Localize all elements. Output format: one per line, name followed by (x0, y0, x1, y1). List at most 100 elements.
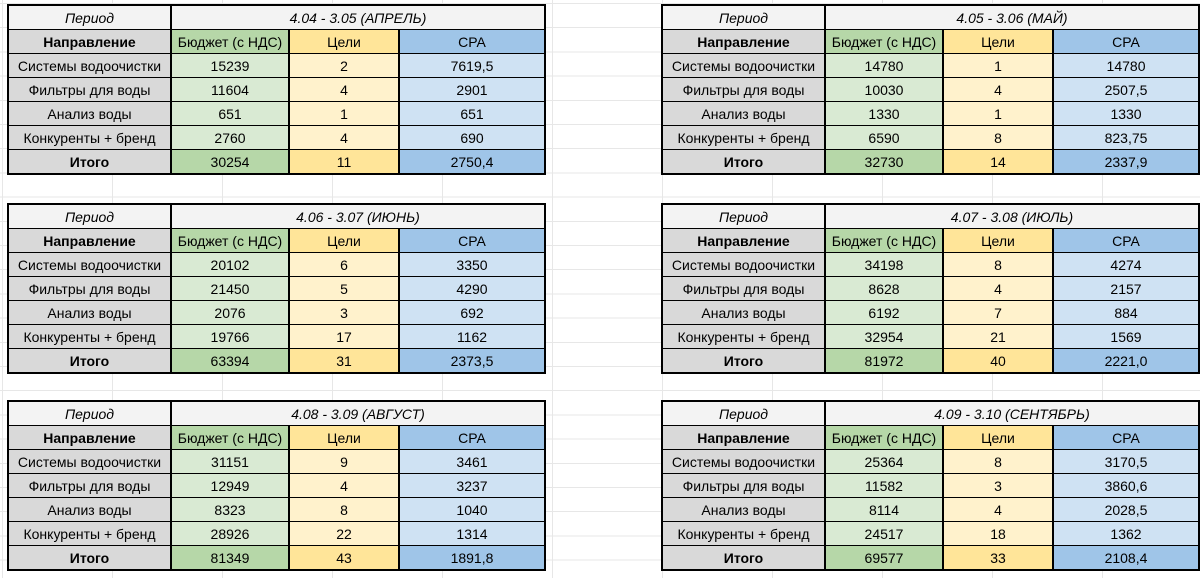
goals-cell[interactable]: 8 (942, 449, 1054, 474)
row-label-cell[interactable]: Системы водоочистки (661, 53, 826, 78)
cpa-header-cell[interactable]: CPA (1051, 29, 1200, 54)
budget-cell[interactable]: 2076 (170, 300, 290, 325)
budget-header-cell[interactable]: Бюджет (с НДС) (170, 228, 290, 253)
goals-cell[interactable]: 21 (942, 324, 1054, 349)
row-label-cell[interactable]: Фильтры для воды (7, 77, 172, 102)
budget-cell[interactable]: 6590 (824, 125, 944, 150)
total-label-cell[interactable]: Итого (661, 545, 826, 571)
total-label-cell[interactable]: Итого (7, 149, 172, 175)
cpa-cell[interactable]: 14780 (1051, 53, 1200, 78)
budget-header-cell[interactable]: Бюджет (с НДС) (170, 425, 290, 450)
goals-cell[interactable]: 6 (288, 252, 400, 277)
budget-cell[interactable]: 20102 (170, 252, 290, 277)
period-value-cell[interactable]: 4.06 - 3.07 (ИЮНЬ) (170, 203, 546, 229)
row-label-cell[interactable]: Фильтры для воды (661, 77, 826, 102)
direction-header-cell[interactable]: Направление (7, 425, 172, 450)
cpa-cell[interactable]: 4290 (398, 276, 546, 301)
total-cpa-cell[interactable]: 2337,9 (1051, 149, 1200, 175)
period-label-cell[interactable]: Период (7, 4, 172, 30)
budget-cell[interactable]: 11582 (824, 473, 944, 498)
budget-cell[interactable]: 8114 (824, 497, 944, 522)
goals-cell[interactable]: 7 (942, 300, 1054, 325)
period-value-cell[interactable]: 4.05 - 3.06 (МАЙ) (823, 4, 1200, 30)
budget-cell[interactable]: 11604 (170, 77, 290, 102)
total-budget-cell[interactable]: 30254 (170, 149, 290, 175)
cpa-cell[interactable]: 7619,5 (397, 53, 547, 78)
cpa-cell[interactable]: 1314 (398, 521, 546, 546)
cpa-header-cell[interactable]: CPA (1051, 228, 1200, 253)
total-goals-cell[interactable]: 43 (288, 545, 400, 571)
period-value-cell[interactable]: 4.09 - 3.10 (СЕНТЯБРЬ) (824, 400, 1200, 426)
row-label-cell[interactable]: Анализ воды (661, 300, 826, 325)
row-label-cell[interactable]: Анализ воды (7, 101, 172, 126)
budget-header-cell[interactable]: Бюджет (с НДС) (170, 29, 290, 54)
cpa-cell[interactable]: 1362 (1052, 521, 1200, 546)
row-label-cell[interactable]: Анализ воды (7, 497, 172, 522)
budget-cell[interactable]: 21450 (170, 276, 290, 301)
cpa-cell[interactable]: 3170,5 (1052, 449, 1200, 474)
row-label-cell[interactable]: Системы водоочистки (661, 252, 826, 277)
cpa-cell[interactable]: 1569 (1051, 324, 1200, 349)
period-value-cell[interactable]: 4.08 - 3.09 (АВГУСТ) (170, 400, 546, 426)
goals-header-cell[interactable]: Цели (288, 228, 400, 253)
budget-cell[interactable]: 14780 (824, 53, 944, 78)
total-goals-cell[interactable]: 11 (288, 149, 400, 175)
row-label-cell[interactable]: Фильтры для воды (7, 473, 172, 498)
budget-cell[interactable]: 31151 (170, 449, 290, 474)
budget-cell[interactable]: 1330 (824, 101, 944, 126)
budget-header-cell[interactable]: Бюджет (с НДС) (824, 228, 944, 253)
period-label-cell[interactable]: Период (661, 4, 826, 30)
goals-cell[interactable]: 4 (288, 77, 400, 102)
goals-cell[interactable]: 3 (288, 300, 400, 325)
direction-header-cell[interactable]: Направление (7, 228, 172, 253)
total-cpa-cell[interactable]: 1891,8 (398, 545, 546, 571)
goals-cell[interactable]: 1 (288, 101, 400, 126)
goals-cell[interactable]: 18 (942, 521, 1054, 546)
row-label-cell[interactable]: Конкуренты + бренд (7, 324, 172, 349)
cpa-header-cell[interactable]: CPA (1052, 425, 1200, 450)
budget-cell[interactable]: 12949 (170, 473, 290, 498)
period-value-cell[interactable]: 4.07 - 3.08 (ИЮЛЬ) (823, 203, 1200, 229)
goals-header-cell[interactable]: Цели (288, 29, 400, 54)
total-goals-cell[interactable]: 31 (288, 348, 400, 374)
cpa-cell[interactable]: 3237 (398, 473, 546, 498)
goals-cell[interactable]: 4 (288, 125, 400, 150)
direction-header-cell[interactable]: Направление (661, 425, 826, 450)
direction-header-cell[interactable]: Направление (7, 29, 172, 54)
goals-header-cell[interactable]: Цели (942, 425, 1054, 450)
budget-cell[interactable]: 25364 (824, 449, 944, 474)
cpa-cell[interactable]: 4274 (1051, 252, 1200, 277)
budget-cell[interactable]: 24517 (824, 521, 944, 546)
goals-cell[interactable]: 4 (942, 77, 1054, 102)
budget-cell[interactable]: 15239 (170, 53, 290, 78)
goals-cell[interactable]: 22 (288, 521, 400, 546)
row-label-cell[interactable]: Анализ воды (7, 300, 172, 325)
cpa-cell[interactable]: 2901 (397, 77, 547, 102)
budget-header-cell[interactable]: Бюджет (с НДС) (824, 425, 944, 450)
row-label-cell[interactable]: Конкуренты + бренд (7, 521, 172, 546)
total-goals-cell[interactable]: 40 (942, 348, 1054, 374)
goals-cell[interactable]: 3 (942, 473, 1054, 498)
total-budget-cell[interactable]: 32730 (824, 149, 944, 175)
budget-cell[interactable]: 6192 (824, 300, 944, 325)
period-label-cell[interactable]: Период (7, 400, 172, 426)
budget-cell[interactable]: 651 (170, 101, 290, 126)
total-label-cell[interactable]: Итого (661, 348, 826, 374)
row-label-cell[interactable]: Фильтры для воды (7, 276, 172, 301)
row-label-cell[interactable]: Конкуренты + бренд (7, 125, 172, 150)
cpa-cell[interactable]: 3860,6 (1052, 473, 1200, 498)
row-label-cell[interactable]: Системы водоочистки (7, 449, 172, 474)
cpa-header-cell[interactable]: CPA (398, 228, 546, 253)
goals-cell[interactable]: 1 (942, 101, 1054, 126)
budget-cell[interactable]: 10030 (824, 77, 944, 102)
total-label-cell[interactable]: Итого (661, 149, 826, 175)
cpa-cell[interactable]: 884 (1051, 300, 1200, 325)
row-label-cell[interactable]: Фильтры для воды (661, 276, 826, 301)
goals-cell[interactable]: 2 (288, 53, 400, 78)
budget-header-cell[interactable]: Бюджет (с НДС) (824, 29, 944, 54)
direction-header-cell[interactable]: Направление (661, 228, 826, 253)
direction-header-cell[interactable]: Направление (661, 29, 826, 54)
cpa-cell[interactable]: 690 (397, 125, 547, 150)
cpa-header-cell[interactable]: CPA (398, 425, 546, 450)
goals-header-cell[interactable]: Цели (288, 425, 400, 450)
